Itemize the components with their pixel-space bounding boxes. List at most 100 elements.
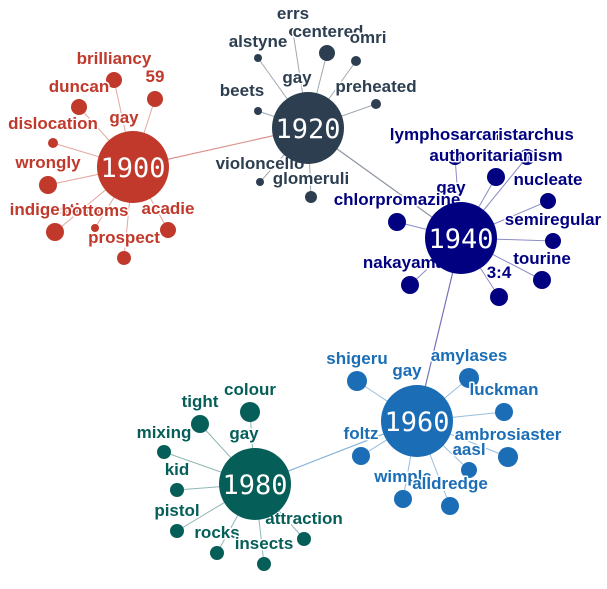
word-node[interactable]	[170, 524, 184, 538]
word-label: beets	[220, 81, 264, 100]
word-node[interactable]	[240, 402, 260, 422]
word-node[interactable]	[160, 222, 176, 238]
year-hub[interactable]: 1960	[381, 385, 453, 457]
word-label: authoritarianism	[429, 146, 562, 165]
word-label: omri	[350, 28, 387, 47]
word-node[interactable]	[447, 149, 463, 165]
word-node[interactable]	[289, 28, 297, 36]
word-node[interactable]	[519, 149, 535, 165]
word-label: indigestion	[10, 200, 101, 219]
word-label: tourine	[513, 249, 571, 268]
word-node[interactable]	[441, 497, 459, 515]
word-node[interactable]	[305, 191, 317, 203]
word-node[interactable]	[46, 223, 64, 241]
year-hub-node[interactable]	[272, 92, 344, 164]
word-node[interactable]	[254, 54, 262, 62]
word-node[interactable]	[533, 271, 551, 289]
word-label: brilliancy	[77, 49, 152, 68]
word-node[interactable]	[91, 224, 99, 232]
word-node[interactable]	[459, 368, 479, 388]
word-node[interactable]	[495, 403, 513, 421]
word-label: wimple	[373, 467, 432, 486]
word-label: 3:4	[487, 263, 512, 282]
word-label: aasl	[452, 440, 485, 459]
year-hub-label: 1900	[100, 153, 165, 184]
word-node[interactable]	[461, 462, 477, 478]
word-label: bottoms	[61, 201, 128, 220]
word-label: ambrosiaster	[455, 425, 562, 444]
word-node[interactable]	[490, 288, 508, 306]
word-label: foltz	[344, 424, 379, 443]
year-hub-node[interactable]	[381, 385, 453, 457]
word-node[interactable]	[117, 251, 131, 265]
word-node[interactable]	[498, 447, 518, 467]
word-label: shigeru	[326, 349, 387, 368]
word-node[interactable]	[48, 138, 58, 148]
year-hub[interactable]: 1980	[219, 448, 291, 520]
year-hub-label: 1980	[222, 470, 287, 501]
year-hub[interactable]: 1920	[272, 92, 344, 164]
word-node[interactable]	[371, 99, 381, 109]
word-label: wrongly	[14, 153, 81, 172]
word-node[interactable]	[347, 371, 367, 391]
word-label: duncan	[49, 77, 109, 96]
year-hub[interactable]: 1900	[97, 131, 169, 203]
word-node[interactable]	[157, 445, 171, 459]
word-label: gay	[392, 361, 422, 380]
word-node[interactable]	[106, 72, 122, 88]
word-label: luckman	[470, 380, 539, 399]
word-node[interactable]	[540, 193, 556, 209]
word-label: insects	[235, 534, 294, 553]
word-node[interactable]	[170, 483, 184, 497]
word-label: 59	[146, 67, 165, 86]
word-label: dislocation	[8, 114, 98, 133]
word-node[interactable]	[256, 178, 264, 186]
word-node[interactable]	[210, 546, 224, 560]
year-hub-label: 1940	[428, 224, 493, 255]
word-label: chlorpromazine	[334, 190, 461, 209]
word-node[interactable]	[254, 107, 262, 115]
year-hub[interactable]: 1940	[425, 202, 497, 274]
word-label: errs	[277, 4, 309, 23]
word-label: gay	[229, 424, 259, 443]
word-label: preheated	[335, 77, 416, 96]
word-node[interactable]	[388, 213, 406, 231]
year-hub-label: 1920	[275, 114, 340, 145]
word-node[interactable]	[257, 557, 271, 571]
word-node[interactable]	[147, 91, 163, 107]
word-label: amylases	[431, 346, 508, 365]
word-label: glomeruli	[273, 169, 350, 188]
year-hub-node[interactable]	[425, 202, 497, 274]
word-node[interactable]	[297, 532, 311, 546]
year-hub-node[interactable]	[219, 448, 291, 520]
word-label: nakayama	[363, 253, 446, 272]
word-node[interactable]	[401, 276, 419, 294]
word-label: kid	[165, 460, 190, 479]
word-label: semiregular	[505, 210, 602, 229]
word-node[interactable]	[351, 56, 361, 66]
word-node[interactable]	[191, 415, 209, 433]
word-label: colour	[224, 380, 276, 399]
word-node[interactable]	[394, 490, 412, 508]
word-label: mixing	[137, 423, 192, 442]
word-node[interactable]	[487, 168, 505, 186]
word-label: centered	[293, 22, 364, 41]
word-node[interactable]	[319, 45, 335, 61]
word-label: pistol	[154, 501, 199, 520]
word-node[interactable]	[545, 233, 561, 249]
word-label: alldredge	[412, 474, 488, 493]
word-node[interactable]	[71, 99, 87, 115]
word-label: lymphosarcoma	[390, 125, 521, 144]
word-label: nucleate	[514, 170, 583, 189]
year-hub-node[interactable]	[97, 131, 169, 203]
word-label: prospect	[88, 228, 160, 247]
word-label: attraction	[265, 509, 342, 528]
year-hub-label: 1960	[384, 407, 449, 438]
word-node[interactable]	[39, 176, 57, 194]
word-node[interactable]	[352, 447, 370, 465]
